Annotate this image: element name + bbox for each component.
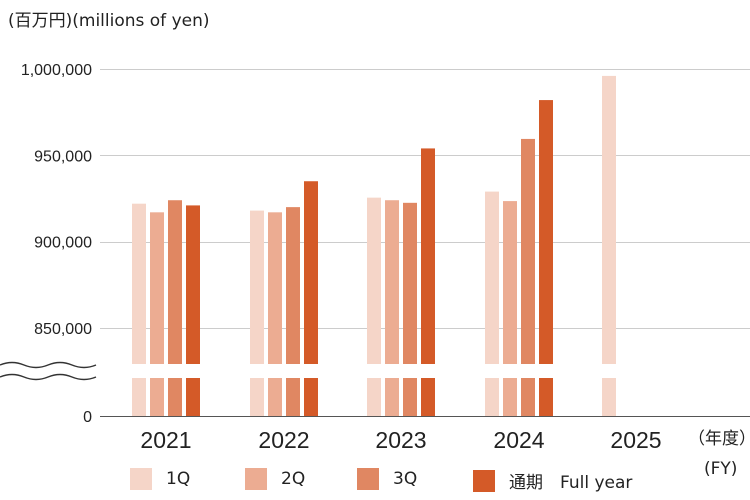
- x-tick-label: 2022: [258, 427, 309, 453]
- unit-label: (百万円)(millions of yen): [8, 11, 210, 31]
- legend-label: 3Q: [393, 469, 418, 489]
- bar-2Q-2023: [385, 200, 399, 416]
- bar-3Q-2022: [286, 207, 300, 416]
- bar-1Q-2023: [367, 197, 381, 416]
- legend-label: 1Q: [166, 469, 191, 489]
- bar-1Q-2021: [132, 203, 146, 416]
- legend-label: 通期 Full year: [509, 473, 633, 493]
- legend: 1Q 2Q 3Q 通期 Full year: [0, 468, 750, 496]
- legend-swatch: [473, 469, 495, 492]
- axis-break-gap: [0, 364, 750, 378]
- bar-Fullyear-2023: [421, 148, 435, 416]
- bar-2Q-2022: [268, 212, 282, 416]
- y-tick-label: 850,000: [34, 321, 92, 338]
- x-tick-label: 2021: [140, 427, 191, 453]
- bar-Fullyear-2024: [539, 100, 553, 416]
- axis-break-mark: [0, 373, 97, 381]
- x-axis-unit-en: (FY): [704, 459, 738, 479]
- bar-2Q-2021: [150, 212, 164, 416]
- bar-1Q-2022: [250, 210, 264, 416]
- axis-lines: [0, 361, 750, 417]
- bar-Fullyear-2021: [186, 205, 200, 416]
- bar-Fullyear-2022: [304, 181, 318, 416]
- legend-swatch: [357, 468, 379, 490]
- x-tick-labels: 2021 2022 2023 2024 2025: [140, 427, 661, 453]
- x-tick-label: 2025: [610, 427, 661, 453]
- bar-1Q-2024: [485, 191, 499, 416]
- x-axis-unit-label: （年度） (FY): [688, 424, 750, 484]
- x-tick-label: 2023: [375, 427, 426, 453]
- y-tick-label: 900,000: [34, 235, 92, 252]
- legend-item: 通期 Full year: [473, 468, 632, 493]
- y-tick-labels: 0 850,000 900,000 950,000 1,000,000: [21, 62, 92, 426]
- legend-label: 2Q: [281, 469, 306, 489]
- legend-swatch: [245, 468, 267, 490]
- bar-3Q-2023: [403, 202, 417, 416]
- bar-3Q-2024: [521, 138, 535, 416]
- bars: [132, 75, 616, 416]
- bar-3Q-2021: [168, 200, 182, 416]
- legend-item: 3Q: [357, 468, 417, 490]
- y-tick-label: 1,000,000: [21, 62, 92, 79]
- y-tick-label: 0: [83, 409, 92, 426]
- legend-swatch: [130, 468, 152, 490]
- x-tick-label: 2024: [493, 427, 544, 453]
- y-tick-label: 950,000: [34, 148, 92, 165]
- bar-1Q-2025: [602, 75, 616, 416]
- axis-break-mark: [0, 361, 97, 369]
- bar-2Q-2024: [503, 201, 517, 416]
- legend-item: 1Q: [130, 468, 190, 490]
- legend-item: 2Q: [245, 468, 305, 490]
- x-axis-unit-jp: （年度）: [688, 429, 750, 449]
